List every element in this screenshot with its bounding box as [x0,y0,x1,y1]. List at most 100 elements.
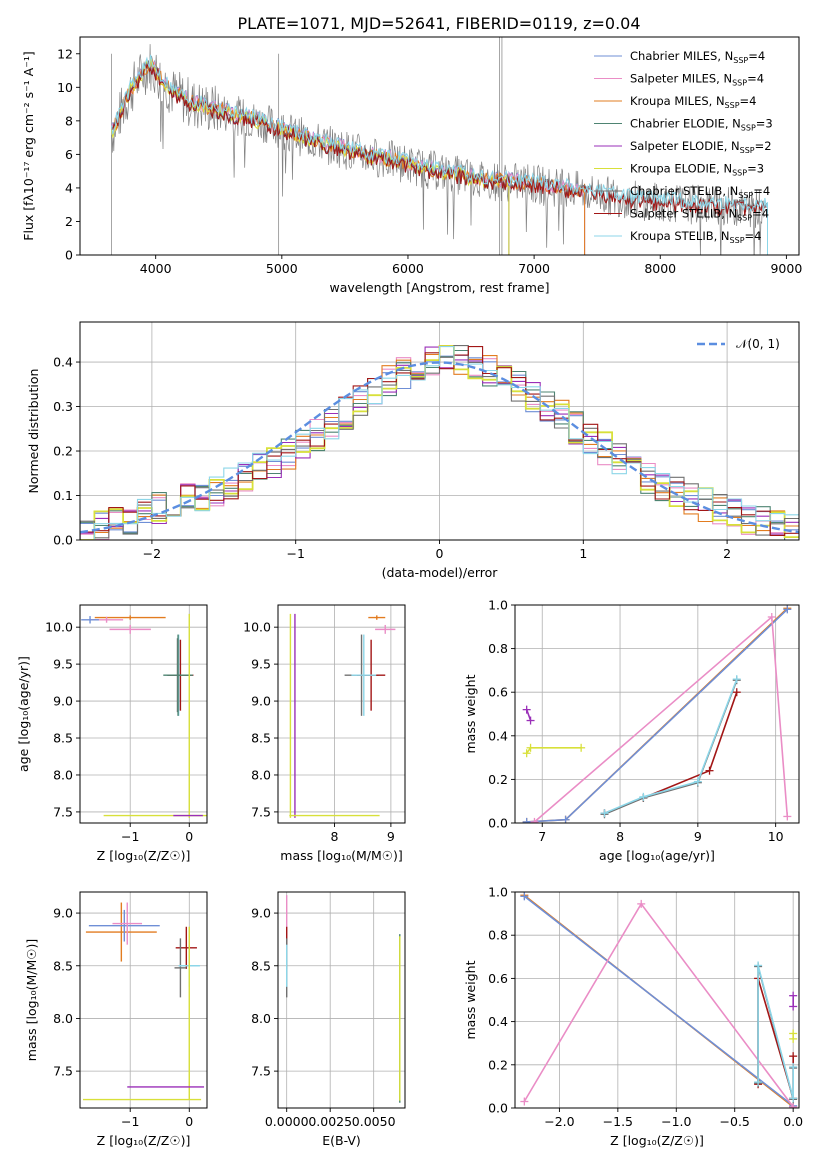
model-curve [111,54,768,255]
y-tick-label: 0.8 [488,641,508,656]
legend-label: Salpeter MILES, NSSP=4 [630,72,764,88]
y-tick-label: 9.0 [53,906,73,921]
legend-subscript: SSP [740,146,755,155]
y-tick-label: 9.0 [53,694,73,709]
legend-subscript: SSP [741,124,756,133]
legend-value: =2 [755,139,772,153]
x-tick-label: 10 [768,829,784,844]
y-tick-label: 8.5 [251,958,271,973]
data-layer [81,613,207,818]
x-axis-label: age [log₁₀(age/yr)] [599,848,715,863]
legend-label: Chabrier MILES, NSSP=4 [630,49,765,65]
y-tick-label: 1.0 [488,885,508,900]
panel-residual_distribution: 𝒩(0, 1) −2 −1 0 1 2 0.0 0.1 0.2 0.3 0.4 (data-model… [26,321,800,580]
x-tick-label: 0 [436,546,444,561]
data-layer [82,902,205,1101]
panel-massweight_vs_age: 7 8 9 10 0.0 0.2 0.4 0.6 0.8 1.0 age [log₁₀(age/yr… [463,598,800,863]
y-tick-label: 10.0 [45,620,73,635]
x-axis-label: E(B-V) [322,1133,361,1148]
gaussian-curve [80,361,799,534]
y-tick-label: 0 [65,248,73,263]
y-tick-label: 8.5 [251,731,271,746]
panel-mass_vs_Z: −1 0 7.5 8.0 8.5 9.0 Z [log₁₀(Z/Z☉)] mass [log₁… [24,891,208,1148]
legend-value: =4 [745,229,762,243]
x-tick-label: 8000 [644,261,676,276]
legend-label: Chabrier ELODIE, NSSP=3 [630,117,773,133]
x-tick-label: 2 [723,546,731,561]
axes-frame [277,891,406,1109]
x-tick-label: −1.0 [661,1114,691,1129]
y-tick-label: 9.0 [251,906,271,921]
series-line [757,965,795,1099]
series-line [523,902,794,1108]
x-axis-label: mass [log₁₀(M/M☉)] [280,848,402,863]
y-axis-label: Normed distribution [26,369,41,494]
x-tick-label: 6000 [392,261,424,276]
y-tick-label: 0.6 [488,685,508,700]
x-tick-label: 0 [185,1114,193,1129]
y-tick-label: 7.5 [53,804,73,819]
x-tick-label: 0.0025 [308,1114,352,1129]
data-layer [520,892,798,1108]
x-tick-label: −2 [143,546,161,561]
axes-frame [79,604,208,824]
x-tick-label: 9 [387,829,395,844]
legend-subscript: SSP [732,169,747,178]
x-tick-label: −1.5 [603,1114,633,1129]
y-tick-label: 0.2 [488,1057,508,1072]
series-line [526,746,582,754]
axes-frame [79,36,800,256]
legend-value: =4 [753,184,770,198]
legend-subscript: SSP [738,191,753,200]
model-curve [111,62,768,255]
y-tick-label: 8 [65,113,73,128]
legend-subscript: SSP [725,101,740,110]
y-tick-label: 0.1 [53,488,73,503]
y-tick-label: 8.5 [53,731,73,746]
data-layer [522,605,792,823]
y-tick-label: 0.4 [488,1014,508,1029]
y-tick-label: 0.0 [488,816,508,831]
x-tick-label: 0.0000 [265,1114,309,1129]
y-axis-label: age [log₁₀(age/yr)] [16,656,31,772]
y-tick-label: 0.0 [53,533,73,548]
x-tick-label: 7 [538,829,546,844]
y-tick-label: 0.4 [488,728,508,743]
panel-age_vs_mass: 8 9 7.5 8.0 8.5 9.0 9.5 10.0 mass [log₁₀(M/M☉)] [243,604,406,863]
legend-value: =3 [747,162,764,176]
legend-label: Salpeter ELODIE, NSSP=2 [630,139,772,155]
y-tick-label: 0.2 [53,444,73,459]
y-tick-label: 7.5 [251,1064,271,1079]
y-tick-label: 2 [65,214,73,229]
legend-subscript: SSP [730,236,745,245]
x-tick-label: 9 [694,829,702,844]
legend-subscript: SSP [732,79,747,88]
legend-value: =4 [752,207,769,221]
y-tick-label: 12 [57,46,73,61]
data-layer [111,37,768,255]
y-axis-label: mass [log₁₀(M/M☉)] [24,939,39,1061]
panel-spectrum: Chabrier MILES, NSSP=4 Salpeter MILES, NS… [21,36,802,295]
legend-label: 𝒩(0, 1) [736,337,780,351]
legend-subscript: SSP [733,56,748,65]
histogram-step [80,346,799,540]
y-tick-label: 4 [65,180,73,195]
x-tick-label: −0.5 [720,1114,750,1129]
y-tick-label: 8.0 [251,1011,271,1026]
legend-label: Kroupa MILES, NSSP=4 [630,94,756,110]
x-tick-label: 5000 [266,261,298,276]
x-tick-label: 9000 [770,261,802,276]
y-tick-label: 9.0 [251,694,271,709]
model-curve [111,60,768,255]
panel-age_vs_Z: −1 0 7.5 8.0 8.5 9.0 9.5 10.0 Z [log₁₀(Z/Z☉)] age… [16,604,208,863]
y-tick-label: 0.2 [488,772,508,787]
y-tick-label: 10.0 [243,620,271,635]
data-layer [80,344,799,540]
panel-massweight_vs_Z: −2.0 −1.5 −1.0 −0.5 0.0 0.0 0.2 0.4 0.6 0.8 1.0 Z [… [463,885,803,1149]
legend-label: Kroupa STELIB, NSSP=4 [630,229,761,245]
legend-value: =4 [740,94,757,108]
x-axis-label: Z [log₁₀(Z/Z☉)] [97,1133,191,1148]
x-axis-label: (data-model)/error [382,565,499,580]
panel-mass_vs_EBV: 0.0000 0.0025 0.0050 7.5 8.0 8.5 9.0 E(B-V) [251,891,406,1148]
x-tick-label: −1 [121,829,139,844]
